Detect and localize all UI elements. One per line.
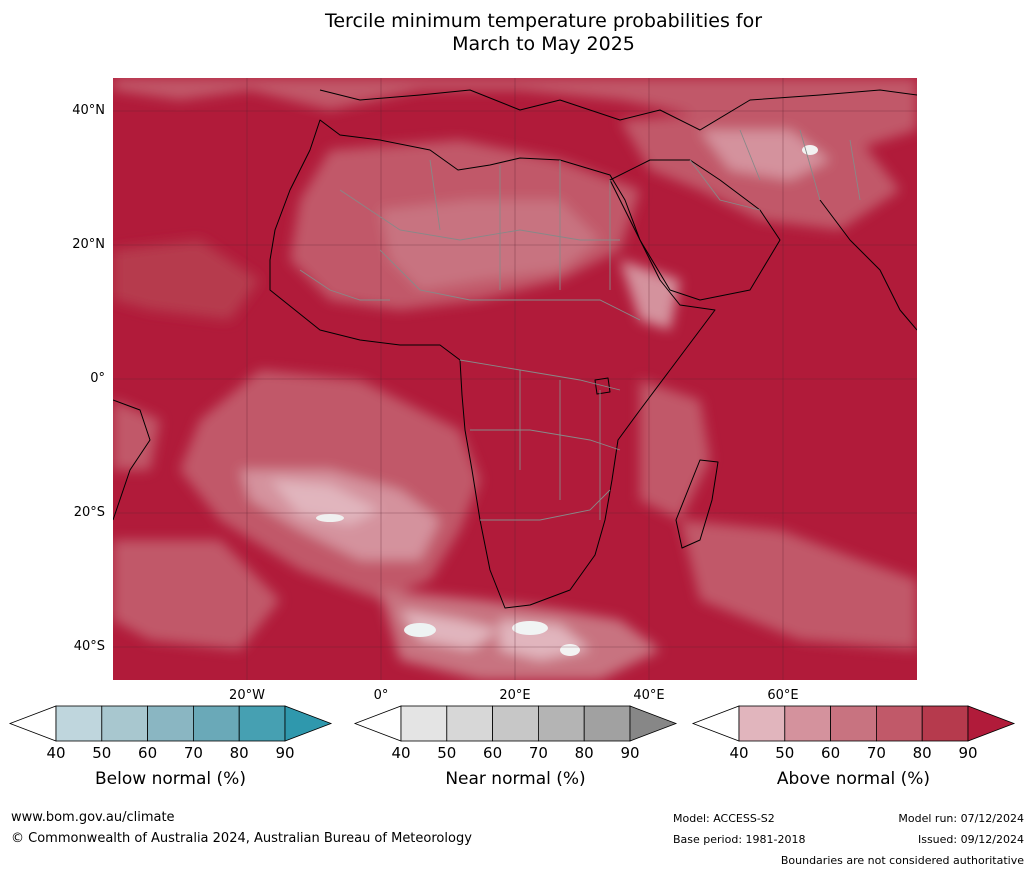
colorbar-below-tick: 90 — [275, 744, 295, 762]
colorbar-below-segment — [238, 705, 286, 742]
colorbar-near-tick: 60 — [483, 744, 503, 762]
colorbar-above-under — [691, 705, 740, 742]
colorbar-near-tick: 70 — [528, 744, 548, 762]
lat-label-20n: 20°N — [72, 237, 105, 252]
map-title: Tercile minimum temperature probabilitie… — [0, 10, 1035, 56]
lon-label-60e: 60°E — [767, 688, 799, 703]
colorbar-near-tick: 80 — [574, 744, 594, 762]
colorbar-below-segment — [147, 705, 194, 742]
footer-copyright: © Commonwealth of Australia 2024, Austra… — [11, 831, 472, 846]
footer-disclaimer: Boundaries are not considered authoritat… — [780, 854, 1024, 867]
colorbar-above-tick: 50 — [775, 744, 795, 762]
colorbar-above-segment — [830, 705, 877, 742]
colorbar-below-segment — [192, 705, 240, 742]
footer-model: Model: ACCESS-S2 — [673, 812, 775, 825]
colorbar-above-segment — [921, 705, 969, 742]
footer-issued: Issued: 09/12/2024 — [917, 833, 1024, 846]
colorbar-near-segment — [538, 705, 585, 742]
colorbar-near-over — [629, 705, 678, 742]
field-spot — [404, 623, 436, 637]
colorbar-near-segment — [583, 705, 631, 742]
colorbar-near-under — [353, 705, 402, 742]
coastlines — [113, 89, 917, 609]
colorbar-near-segment — [400, 705, 448, 742]
colorbar-below-tick: 80 — [229, 744, 249, 762]
footer-base-period: Base period: 1981-2018 — [673, 833, 806, 846]
colorbar-below-over — [284, 705, 333, 742]
colorbar-near-tick: 40 — [391, 744, 411, 762]
footer-url: www.bom.gov.au/climate — [11, 810, 175, 825]
lon-label-20w: 20°W — [229, 688, 265, 703]
lat-label-20s: 20°S — [73, 505, 105, 520]
colorbar-below-tick: 70 — [183, 744, 203, 762]
title-line-2: March to May 2025 — [452, 33, 635, 55]
field-patches — [113, 78, 917, 680]
lon-label-20e: 20°E — [499, 688, 531, 703]
colorbar-above-tick: 70 — [866, 744, 886, 762]
lat-label-0: 0° — [90, 371, 105, 386]
graticule — [113, 78, 917, 680]
colorbar-above-segment — [738, 705, 786, 742]
colorbar-near-segment — [492, 705, 539, 742]
colorbars — [8, 705, 1016, 742]
lon-label-0: 0° — [373, 688, 389, 703]
footer-model-run: Model run: 07/12/2024 — [898, 812, 1024, 825]
colorbar-above-segment — [876, 705, 923, 742]
lat-label-40s: 40°S — [73, 639, 105, 654]
colorbar-title-near: Near normal (%) — [445, 769, 586, 789]
field-spot — [316, 514, 344, 522]
country-borders — [299, 129, 861, 521]
colorbar-below-tick: 50 — [92, 744, 112, 762]
colorbar-above-over — [967, 705, 1016, 742]
lon-label-40e: 40°E — [633, 688, 665, 703]
colorbar-below-tick: 40 — [46, 744, 66, 762]
colorbar-below-tick: 60 — [138, 744, 158, 762]
colorbar-below-segment — [55, 705, 103, 742]
field-spot — [560, 644, 580, 656]
lat-label-40n: 40°N — [72, 103, 105, 118]
colorbar-title-above: Above normal (%) — [776, 769, 931, 789]
colorbar-above-tick: 40 — [729, 744, 749, 762]
colorbar-above-segment — [784, 705, 831, 742]
colorbar-near-tick: 50 — [437, 744, 457, 762]
title-line-1: Tercile minimum temperature probabilitie… — [324, 10, 763, 32]
field-spot — [512, 621, 548, 635]
colorbar-near-segment — [446, 705, 493, 742]
colorbar-below-under — [8, 705, 57, 742]
colorbar-above-tick: 90 — [958, 744, 978, 762]
map-field — [113, 78, 917, 680]
colorbar-above-tick: 80 — [912, 744, 932, 762]
colorbar-title-below: Below normal (%) — [95, 769, 246, 789]
colorbar-near-tick: 90 — [620, 744, 640, 762]
colorbar-above-tick: 60 — [821, 744, 841, 762]
colorbar-below-segment — [101, 705, 149, 742]
